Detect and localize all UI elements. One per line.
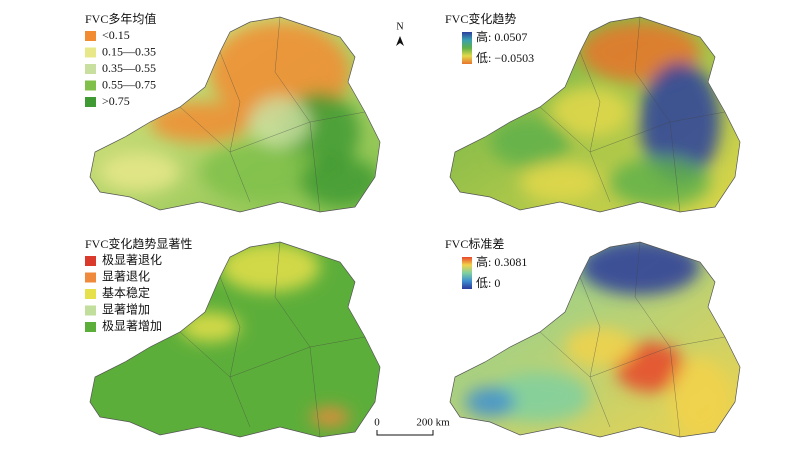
map-fill — [90, 17, 380, 212]
legend-swatch — [85, 305, 96, 316]
legend-swatch — [85, 47, 96, 58]
color-ramp — [462, 257, 472, 289]
panel-title: FVC变化趋势 — [445, 11, 516, 26]
ramp-high: 高: 0.3081 — [476, 254, 527, 269]
texture-patch — [150, 102, 250, 142]
texture-patch — [490, 117, 570, 167]
texture-patch — [520, 162, 600, 202]
legend-label: 0.15—0.35 — [102, 44, 156, 58]
north-label: N — [396, 21, 403, 32]
scale-line — [376, 430, 434, 436]
legend-label: 基本稳定 — [102, 285, 150, 300]
legend-swatch — [85, 80, 96, 91]
texture-patch — [100, 152, 180, 192]
legend-swatch — [85, 97, 96, 107]
map-outline — [449, 16, 741, 213]
color-ramp — [462, 32, 472, 64]
panel-title: FVC变化趋势显著性 — [85, 236, 192, 251]
legend-swatch — [85, 64, 96, 74]
legend-label: 显著增加 — [102, 302, 150, 316]
legend-label: 0.35—0.55 — [102, 61, 156, 75]
legend-label: 0.55—0.75 — [102, 77, 156, 91]
texture-patch — [580, 242, 700, 295]
texture-patch — [640, 62, 720, 182]
legend-label: 极显著退化 — [102, 253, 162, 267]
map-outline — [449, 241, 741, 438]
legend-label: <0.15 — [102, 28, 130, 42]
map-panel — [449, 16, 741, 213]
texture-patch — [670, 357, 730, 437]
province-borders — [539, 241, 726, 438]
map-texture — [490, 22, 720, 207]
province-borders — [179, 16, 366, 213]
texture-patch — [550, 87, 630, 137]
north-arrow: N — [396, 21, 404, 46]
province-borders — [179, 241, 366, 438]
texture-patch — [490, 372, 590, 422]
arrow — [396, 36, 404, 46]
legend-label: >0.75 — [102, 94, 130, 108]
legend-swatch — [85, 31, 96, 41]
map-fill — [450, 17, 740, 212]
panel-title: FVC多年均值 — [85, 11, 156, 26]
texture-patch — [610, 157, 710, 207]
map-outline — [89, 241, 381, 438]
legend-swatch — [85, 272, 96, 283]
ramp-high: 高: 0.0507 — [476, 29, 527, 44]
legend-label: 极显著增加 — [102, 319, 162, 333]
scale-bar: 0 200 km — [374, 417, 450, 436]
texture-patch — [615, 342, 685, 392]
province-borders — [539, 16, 726, 213]
legend-label: 显著退化 — [102, 269, 150, 283]
legend-swatch — [85, 289, 96, 299]
texture-patch — [180, 312, 240, 342]
texture-patch — [565, 327, 635, 367]
texture-patch — [200, 142, 320, 202]
texture-patch — [220, 242, 320, 292]
ramp-low: 低: 0 — [476, 276, 500, 290]
texture-patch — [465, 387, 515, 417]
ramp-low: 低: −0.0503 — [476, 51, 534, 65]
map-texture — [465, 242, 730, 437]
scale-start: 0 — [374, 417, 380, 429]
texture-patch — [250, 97, 310, 147]
scale-end: 200 km — [416, 417, 450, 429]
map-texture — [100, 22, 380, 207]
texture-patch — [300, 157, 380, 207]
map-outline — [89, 16, 381, 213]
panel-title: FVC标准差 — [445, 237, 504, 251]
legend-swatch — [85, 256, 96, 266]
map-panel — [89, 16, 381, 213]
legend-swatch — [85, 322, 96, 332]
texture-patch — [310, 407, 350, 427]
